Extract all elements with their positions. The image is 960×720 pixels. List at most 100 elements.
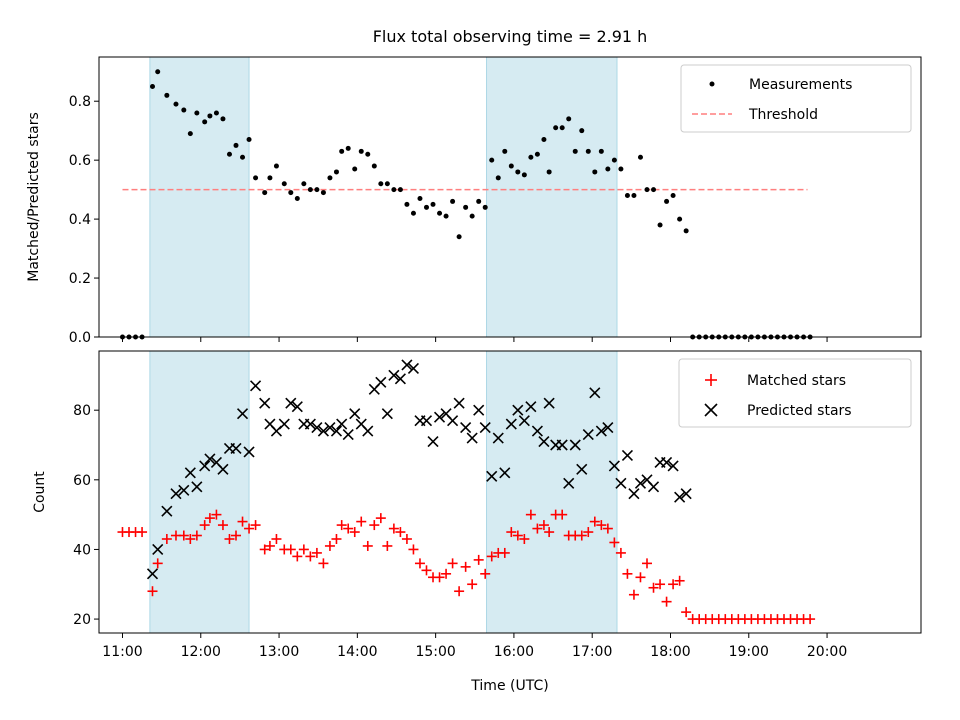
predicted-star-point	[661, 456, 673, 468]
matched-star-point	[152, 558, 163, 569]
measurement-point	[515, 169, 521, 175]
measurement-point	[534, 151, 540, 157]
predicted-star-point	[602, 422, 614, 434]
predicted-star-point	[647, 481, 660, 493]
predicted-star-point	[589, 387, 601, 399]
predicted-star-point	[311, 422, 323, 434]
predicted-star-point	[285, 397, 297, 409]
top-axes-frame	[98, 56, 922, 338]
measurement-point	[253, 175, 259, 181]
predicted-star-point	[512, 404, 524, 416]
measurement-point	[333, 169, 339, 175]
predicted-star-point	[191, 481, 203, 493]
predicted-star-point	[563, 477, 575, 489]
matched-star-point	[557, 509, 568, 520]
predicted-star-point	[628, 488, 640, 500]
matched-star-point	[244, 523, 255, 534]
matched-star-point	[336, 520, 347, 531]
predicted-star-point	[486, 470, 498, 482]
measurement-point	[273, 163, 279, 169]
predicted-star-point	[217, 463, 229, 475]
matched-star-point	[191, 530, 202, 541]
shaded-interval-1	[486, 350, 618, 634]
matched-star-point	[441, 568, 452, 579]
matched-star-point	[250, 520, 261, 531]
matched-star-point	[642, 558, 652, 569]
legend-measurements-label: Measurements	[749, 77, 852, 93]
predicted-star-point	[342, 428, 354, 441]
matched-star-point	[635, 572, 646, 583]
legend-measurements-marker	[709, 81, 715, 87]
matched-star-point	[271, 534, 282, 544]
x-tick-label: 17:00	[572, 644, 612, 660]
predicted-star-point	[146, 568, 159, 580]
predicted-star-point	[170, 488, 182, 500]
predicted-star-point	[178, 484, 190, 496]
matched-star-point	[324, 540, 335, 551]
measurement-point	[528, 154, 534, 160]
matched-star-point	[185, 534, 196, 544]
predicted-star-point	[230, 442, 242, 455]
measurement-point	[417, 195, 423, 201]
x-tick-label: 13:00	[259, 644, 299, 660]
predicted-star-point	[420, 415, 433, 427]
y-tick-label: 0.8	[69, 94, 91, 110]
matched-star-point	[583, 527, 594, 538]
predicted-star-point	[388, 369, 400, 381]
legend-matched-marker	[705, 374, 717, 386]
matched-star-point	[674, 575, 685, 586]
predicted-star-point	[582, 428, 594, 441]
matched-star-point	[401, 534, 412, 544]
measurement-point	[365, 151, 371, 157]
matched-star-point	[648, 582, 659, 593]
measurement-point	[187, 131, 193, 137]
matched-star-point	[305, 551, 316, 562]
top-x-ticks	[121, 337, 828, 342]
matched-star-point	[343, 523, 354, 534]
measurement-point	[677, 216, 683, 222]
y-tick-label: 20	[73, 612, 91, 628]
matched-star-point	[805, 614, 816, 625]
matched-star-point	[661, 596, 672, 607]
measurement-point	[267, 175, 273, 181]
matched-star-point	[369, 520, 380, 531]
matched-star-point	[434, 572, 445, 583]
measurement-point	[207, 113, 213, 119]
measurement-point	[541, 137, 547, 143]
measurement-point	[559, 125, 565, 131]
matched-star-point	[318, 558, 329, 569]
measurement-point	[683, 228, 689, 234]
predicted-star-point	[543, 397, 555, 409]
measurement-point	[482, 204, 488, 210]
measurement-point	[384, 181, 390, 187]
measurement-point	[463, 204, 469, 210]
predicted-star-point	[278, 418, 290, 430]
matched-star-point	[264, 540, 275, 551]
measurement-point	[605, 166, 611, 172]
predicted-star-point	[518, 415, 530, 427]
predicted-star-point	[531, 425, 543, 437]
measurement-point	[450, 198, 456, 204]
legend-predicted-marker	[704, 403, 718, 417]
measurement-point	[598, 148, 604, 154]
measurement-point	[397, 187, 403, 193]
matched-star-point	[596, 520, 607, 531]
predicted-star-point	[324, 422, 336, 434]
measurement-point	[233, 142, 239, 148]
measurement-point	[320, 190, 326, 196]
matched-star-point	[259, 544, 270, 555]
y-tick-label: 0.0	[69, 330, 91, 346]
bottom-axes-frame	[98, 350, 922, 634]
predicted-star-point	[667, 460, 679, 472]
measurement-point	[508, 163, 514, 169]
matched-star-point	[655, 579, 666, 590]
measurement-point	[410, 210, 416, 216]
matched-star-point	[199, 520, 210, 531]
top-panel: 0.00.20.40.60.8 Matched/Predicted stars …	[26, 56, 922, 346]
matched-star-point	[622, 568, 633, 579]
x-tick-label: 15:00	[415, 644, 455, 660]
predicted-star-point	[621, 449, 633, 462]
measurement-point	[521, 172, 527, 178]
measurement-point	[611, 157, 617, 163]
x-tick-label: 12:00	[181, 644, 221, 660]
